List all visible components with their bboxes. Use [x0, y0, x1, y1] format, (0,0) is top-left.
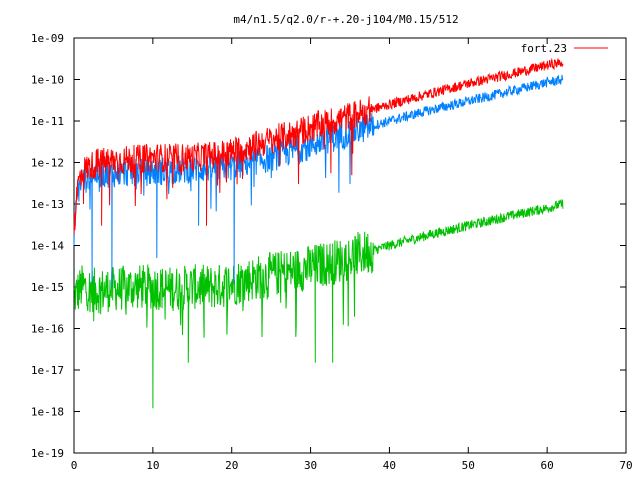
y-tick-label: 1e-14 [31, 240, 64, 253]
chart-title: m4/n1.5/q2.0/r-+.20-j104/M0.15/512 [233, 13, 458, 26]
series-line-2 [73, 198, 564, 409]
x-tick-label: 40 [383, 459, 396, 472]
y-tick-label: 1e-13 [31, 198, 64, 211]
y-tick-label: 1e-10 [31, 74, 64, 87]
y-tick-label: 1e-11 [31, 115, 64, 128]
y-tick-label: 1e-18 [31, 406, 64, 419]
axis-ticks: 0 10 20 30 40 50 60 70 1e-19 1e-18 1e-17 1e-16 1e-15… [31, 32, 633, 472]
y-tick-label: 1e-09 [31, 32, 64, 45]
y-tick-label: 1e-17 [31, 364, 64, 377]
x-tick-label: 70 [619, 459, 632, 472]
legend: fort.23 [521, 42, 608, 55]
x-tick-label: 0 [71, 459, 78, 472]
legend-label: fort.23 [521, 42, 567, 55]
x-tick-label: 60 [541, 459, 554, 472]
x-tick-label: 20 [225, 459, 238, 472]
y-tick-label: 1e-19 [31, 447, 64, 460]
y-tick-label: 1e-12 [31, 157, 64, 170]
x-tick-label: 50 [462, 459, 475, 472]
series-group [73, 57, 564, 409]
x-tick-label: 10 [146, 459, 159, 472]
y-tick-label: 1e-15 [31, 281, 64, 294]
y-tick-label: 1e-16 [31, 323, 64, 336]
x-tick-label: 30 [304, 459, 317, 472]
series-line-0 [73, 57, 564, 235]
